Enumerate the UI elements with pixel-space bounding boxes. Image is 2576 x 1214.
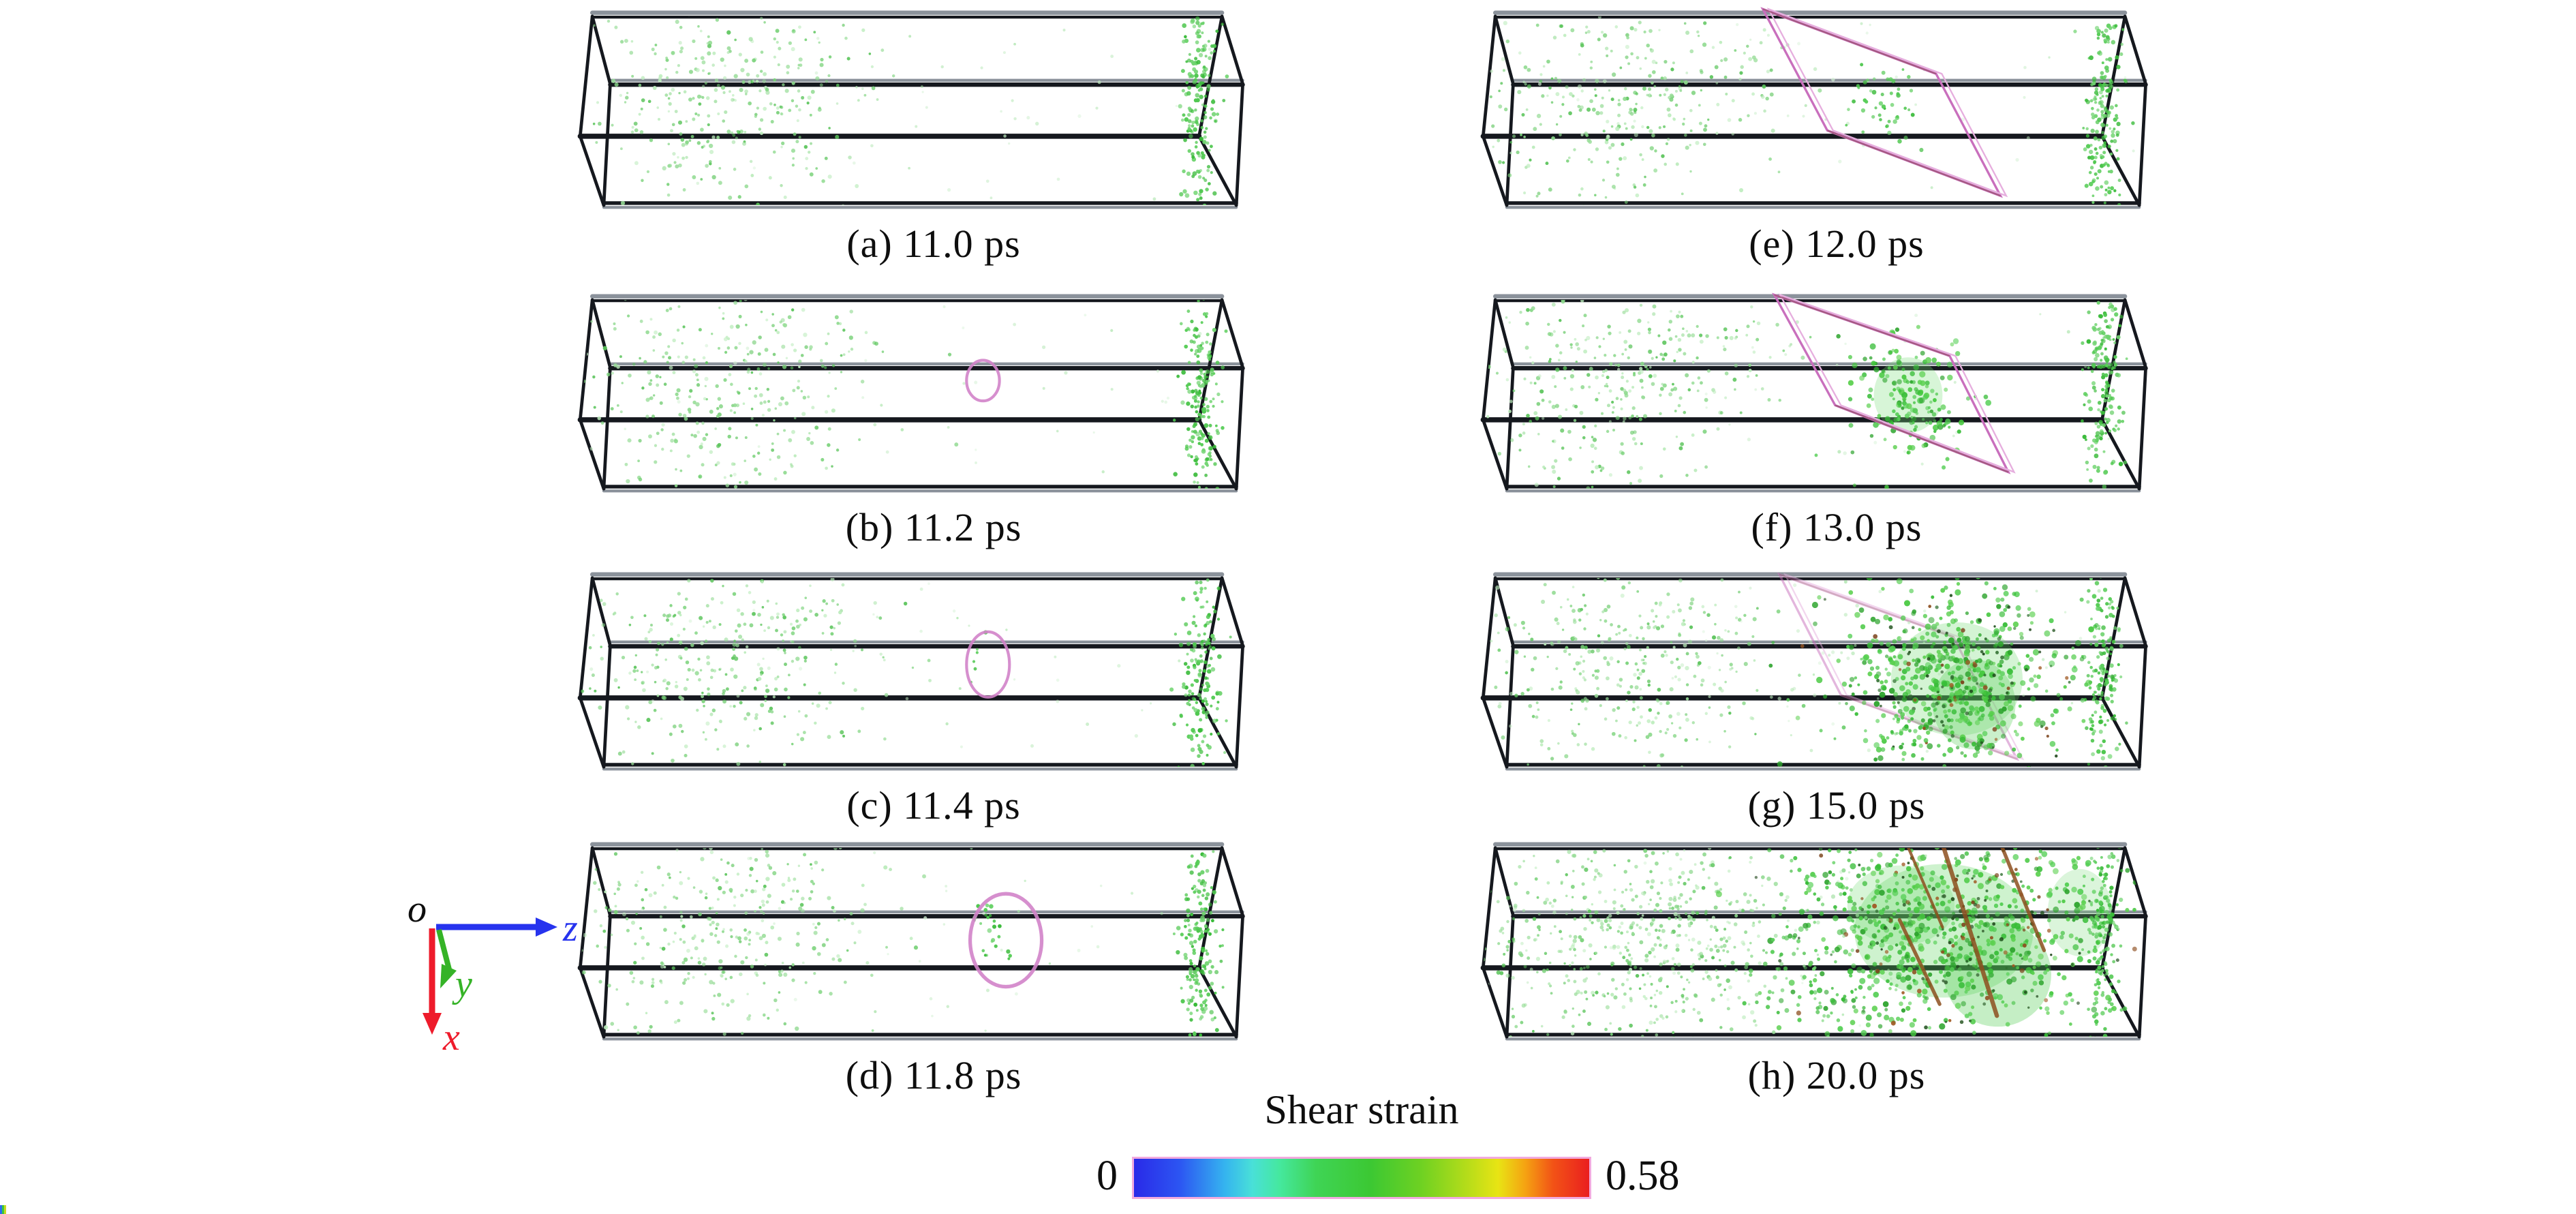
panel-label-h: (h) 20.0 ps	[1747, 1053, 1926, 1097]
axes-indicator: o z y x	[408, 888, 578, 1059]
y-axis-arrow-icon	[436, 928, 457, 988]
colorbar-max-label: 0.58	[1606, 1153, 1680, 1199]
panel-c: (c) 11.4 ps	[576, 556, 1291, 835]
colorbar-title: Shear strain	[1264, 1087, 1459, 1132]
panel-h: (h) 20.0 ps	[1479, 825, 2194, 1105]
panel-label-e: (e) 12.0 ps	[1749, 222, 1925, 266]
colorbar-min-label: 0	[1097, 1153, 1118, 1199]
simulation-box-b	[577, 294, 1245, 493]
origin-label: o	[408, 888, 427, 930]
panel-label-b: (b) 11.2 ps	[845, 505, 1022, 549]
colorbar-gradient	[1132, 1157, 1591, 1199]
simulation-box-c	[577, 572, 1245, 771]
panel-f: (f) 13.0 ps	[1479, 277, 2194, 557]
panel-a: (a) 11.0 ps	[576, 0, 1291, 273]
z-axis-arrow-icon	[436, 917, 557, 937]
panel-b: (b) 11.2 ps	[576, 277, 1291, 557]
panel-label-g: (g) 15.0 ps	[1747, 783, 1926, 828]
panel-label-d: (d) 11.8 ps	[845, 1053, 1022, 1097]
simulation-box-e	[1480, 7, 2148, 209]
panel-label-c: (c) 11.4 ps	[846, 783, 1021, 828]
simulation-box-h	[1480, 842, 2148, 1041]
panel-label-a: (a) 11.0 ps	[846, 222, 1021, 266]
panel-label-f: (f) 13.0 ps	[1751, 505, 1922, 549]
x-axis-label: x	[442, 1016, 460, 1059]
simulation-box-g	[1480, 572, 2148, 771]
panel-e: (e) 12.0 ps	[1479, 0, 2194, 273]
simulation-box-d	[577, 842, 1245, 1041]
edge-color-artifact	[0, 1205, 6, 1214]
z-axis-label: z	[562, 907, 578, 950]
simulation-box-a	[577, 10, 1245, 209]
simulation-box-f	[1480, 292, 2148, 493]
x-axis-arrow-icon	[423, 928, 442, 1035]
panel-d: (d) 11.8 ps	[576, 825, 1291, 1105]
panel-g: (g) 15.0 ps	[1479, 556, 2194, 835]
y-axis-label: y	[452, 963, 472, 1005]
